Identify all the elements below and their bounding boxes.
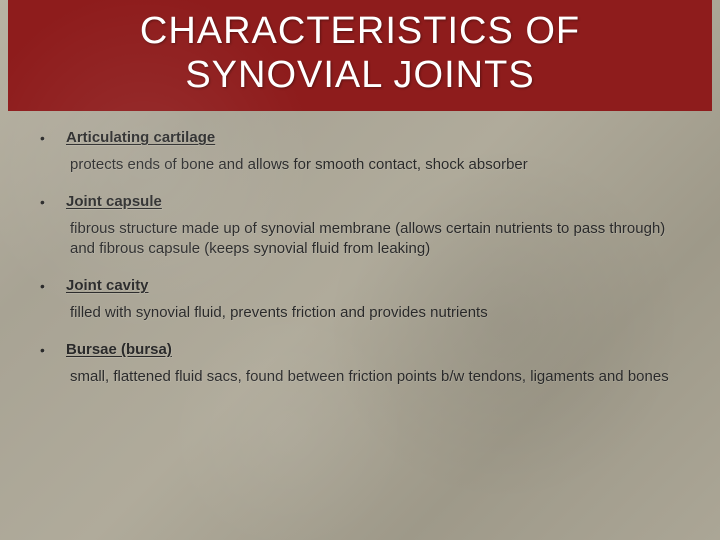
bullet-body: small, flattened fluid sacs, found betwe… <box>70 367 680 387</box>
bullet-body: fibrous structure made up of synovial me… <box>70 219 680 260</box>
bullet-heading: Joint cavity <box>66 277 149 294</box>
bullet-item: • Joint capsule <box>40 193 680 213</box>
bullet-item: • Articulating cartilage <box>40 129 680 149</box>
bullet-heading: Bursae (bursa) <box>66 341 172 358</box>
bullet-marker: • <box>40 341 66 361</box>
bullet-marker: • <box>40 193 66 213</box>
bullet-item: • Bursae (bursa) <box>40 341 680 361</box>
title-line-1: CHARACTERISTICS OF <box>140 10 580 52</box>
bullet-heading: Articulating cartilage <box>66 129 215 146</box>
bullet-marker: • <box>40 129 66 149</box>
bullet-heading: Joint capsule <box>66 193 162 210</box>
bullet-body: filled with synovial fluid, prevents fri… <box>70 303 680 323</box>
bullet-item: • Joint cavity <box>40 277 680 297</box>
bullet-body: protects ends of bone and allows for smo… <box>70 155 680 175</box>
title-banner: CHARACTERISTICS OF SYNOVIAL JOINTS <box>8 0 712 111</box>
title-line-2: SYNOVIAL JOINTS <box>185 54 534 96</box>
content-area: • Articulating cartilage protects ends o… <box>0 111 720 415</box>
bullet-marker: • <box>40 277 66 297</box>
title-text: CHARACTERISTICS OF SYNOVIAL JOINTS <box>28 10 692 97</box>
